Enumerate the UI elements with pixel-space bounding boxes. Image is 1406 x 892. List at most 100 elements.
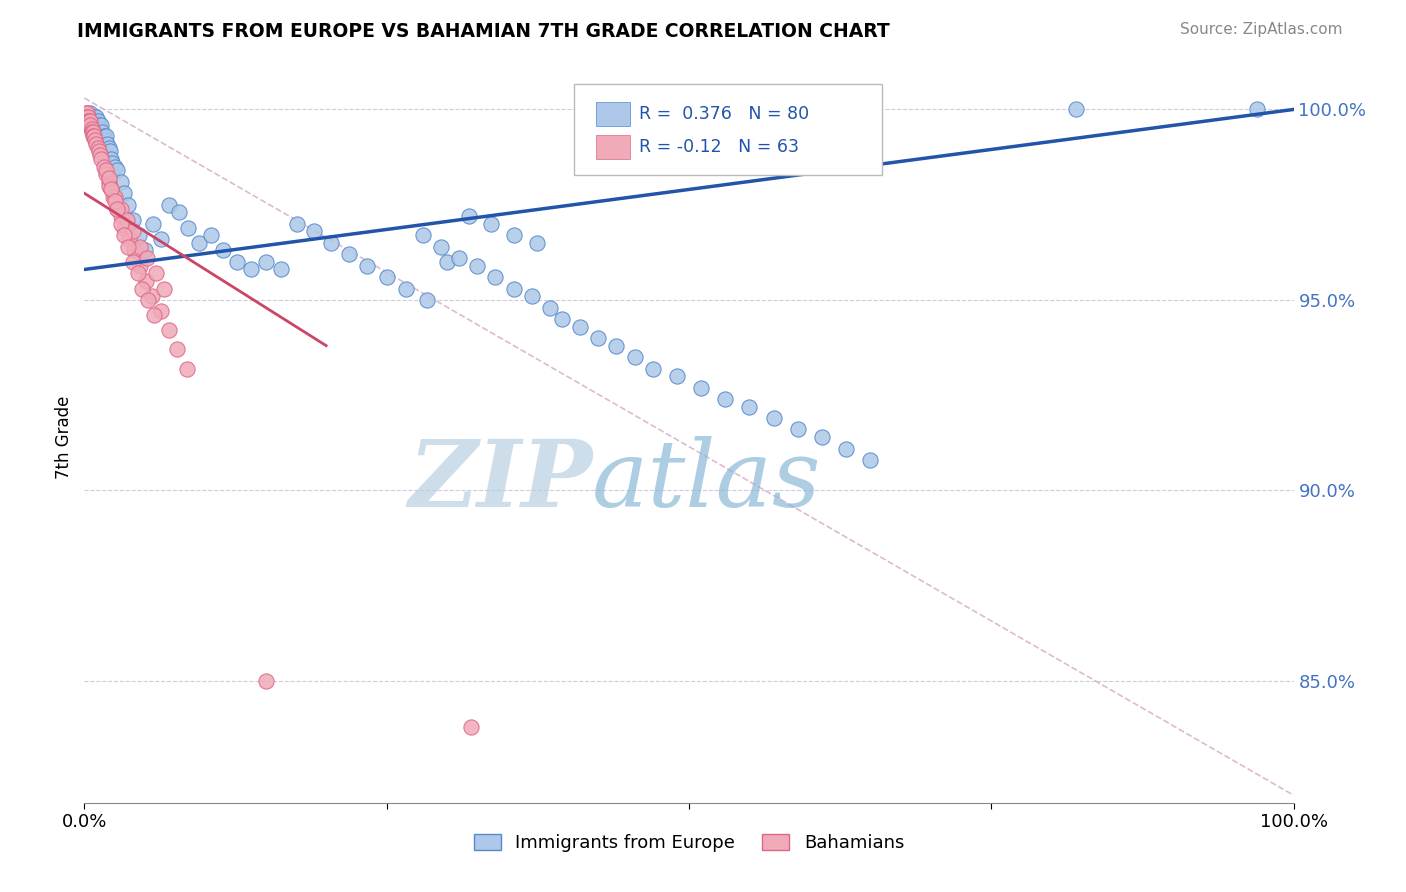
Point [77, 114, 100, 128]
Point [105, 163, 128, 178]
Point [319, 235, 342, 250]
Legend: Immigrants from Europe, Bahamians: Immigrants from Europe, Bahamians [467, 827, 911, 860]
Point [94, 133, 117, 147]
Point [104, 190, 127, 204]
Point [270, 262, 292, 277]
Point [112, 220, 135, 235]
Point [460, 720, 482, 734]
Point [143, 308, 166, 322]
Point [128, 228, 150, 243]
Point [200, 228, 222, 243]
Point [149, 232, 172, 246]
Point [145, 266, 167, 280]
Point [520, 289, 543, 303]
Point [112, 186, 135, 201]
Point [93, 160, 115, 174]
Text: atlas: atlas [592, 436, 821, 526]
Point [87, 145, 110, 159]
Point [91, 125, 114, 139]
Point [415, 293, 437, 307]
Point [714, 392, 737, 406]
Point [121, 255, 143, 269]
Point [86, 110, 108, 124]
Point [484, 270, 506, 285]
Point [176, 361, 198, 376]
Point [157, 197, 180, 211]
Point [225, 255, 247, 269]
Point [98, 145, 121, 159]
Point [479, 217, 502, 231]
Point [97, 178, 120, 193]
Point [105, 202, 128, 216]
Point [786, 422, 808, 436]
Point [82, 114, 104, 128]
Point [430, 239, 453, 253]
Point [105, 202, 128, 216]
Point [76, 106, 98, 120]
Point [166, 343, 188, 357]
Point [89, 121, 111, 136]
Point [149, 304, 172, 318]
Point [83, 110, 105, 124]
Point [75, 106, 97, 120]
Point [835, 442, 858, 456]
Point [569, 319, 592, 334]
Point [75, 110, 97, 124]
Point [526, 235, 548, 250]
Point [337, 247, 360, 261]
Point [80, 125, 103, 139]
Point [121, 213, 143, 227]
Point [86, 114, 108, 128]
Point [87, 118, 110, 132]
Point [86, 136, 108, 151]
Point [117, 197, 139, 211]
Point [115, 213, 138, 227]
Point [502, 281, 524, 295]
Point [254, 673, 277, 688]
Point [177, 220, 200, 235]
Point [412, 228, 434, 243]
Point [76, 106, 98, 120]
Point [80, 121, 103, 136]
Point [641, 361, 664, 376]
Y-axis label: 7th Grade: 7th Grade [55, 395, 73, 479]
Point [110, 202, 132, 216]
Point [101, 155, 124, 169]
Point [83, 129, 105, 144]
Point [467, 259, 489, 273]
Point [665, 369, 688, 384]
Point [100, 182, 122, 196]
Point [84, 114, 107, 128]
Point [100, 182, 122, 196]
Point [79, 106, 101, 120]
Text: R =  0.376   N = 80: R = 0.376 N = 80 [640, 104, 810, 123]
Point [254, 255, 277, 269]
Point [153, 281, 176, 295]
Point [134, 244, 156, 258]
Point [762, 411, 785, 425]
Point [86, 140, 108, 154]
Point [449, 251, 471, 265]
Point [110, 175, 132, 189]
Point [96, 136, 118, 151]
Point [97, 175, 120, 189]
Point [110, 209, 132, 223]
Point [859, 453, 882, 467]
Point [551, 312, 574, 326]
FancyBboxPatch shape [596, 135, 630, 159]
Point [112, 228, 135, 243]
Point [142, 217, 165, 231]
Point [77, 110, 100, 124]
Point [605, 339, 627, 353]
Point [136, 251, 159, 265]
Point [79, 114, 101, 128]
Point [356, 259, 378, 273]
Point [77, 114, 100, 128]
Point [94, 163, 117, 178]
Point [1064, 103, 1087, 117]
Text: Source: ZipAtlas.com: Source: ZipAtlas.com [1180, 22, 1343, 37]
Point [94, 167, 117, 181]
Point [623, 350, 645, 364]
FancyBboxPatch shape [574, 84, 883, 175]
Point [302, 224, 325, 238]
